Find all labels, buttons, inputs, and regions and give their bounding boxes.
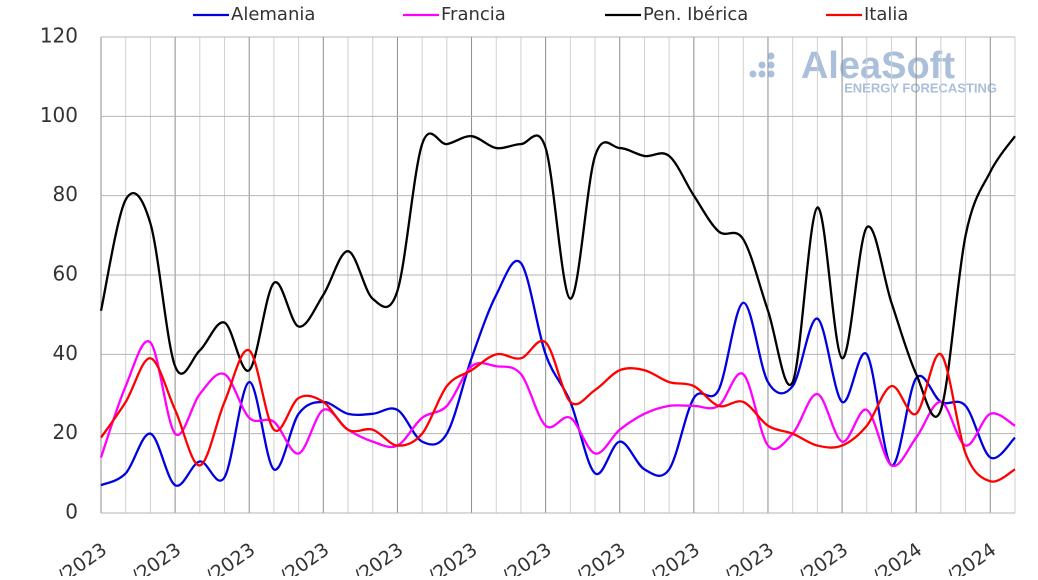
- legend-label: Italia: [864, 4, 908, 25]
- x-tick-label: /2023: [646, 539, 703, 576]
- x-tick-label: /2023: [128, 539, 185, 576]
- x-tick-label: /2024: [943, 539, 1000, 576]
- logo-tagline: ENERGY FORECASTING: [844, 80, 997, 95]
- legend-label: Alemania: [231, 4, 315, 25]
- series-line: [99, 340, 1016, 468]
- y-tick-label: 120: [40, 24, 78, 48]
- x-tick-label: /2023: [721, 539, 778, 576]
- x-tick-label: /2023: [572, 539, 629, 576]
- y-tick-label: 20: [53, 420, 78, 444]
- legend-label: Francia: [441, 4, 506, 25]
- series-line: [99, 132, 1016, 418]
- x-tick-label: /2023: [350, 539, 407, 576]
- x-tick-label: /2023: [276, 539, 333, 576]
- x-tick-label: /2023: [424, 539, 481, 576]
- x-tick-label: /2023: [202, 539, 259, 576]
- plot: 0 20 40 60 80 100 120/2023/2023/2023/2023/2023…: [40, 4, 1016, 580]
- y-tick-label: 60: [53, 262, 78, 286]
- x-tick-label: /2023: [795, 539, 852, 576]
- logo-name: AleaSoft: [801, 45, 955, 87]
- x-tick-label: /2023: [498, 539, 555, 576]
- series-line: [100, 339, 1016, 483]
- y-tick-label: 100: [40, 103, 78, 127]
- logo-dots: [749, 52, 775, 78]
- y-tick-label: 80: [53, 182, 78, 206]
- y-tick-label: 40: [53, 341, 78, 365]
- legend-label: Pen. Ibérica: [643, 4, 748, 25]
- x-tick-label: /2024: [869, 539, 926, 576]
- y-tick-label: 0: [65, 500, 78, 524]
- x-tick-label: /2023: [54, 539, 111, 576]
